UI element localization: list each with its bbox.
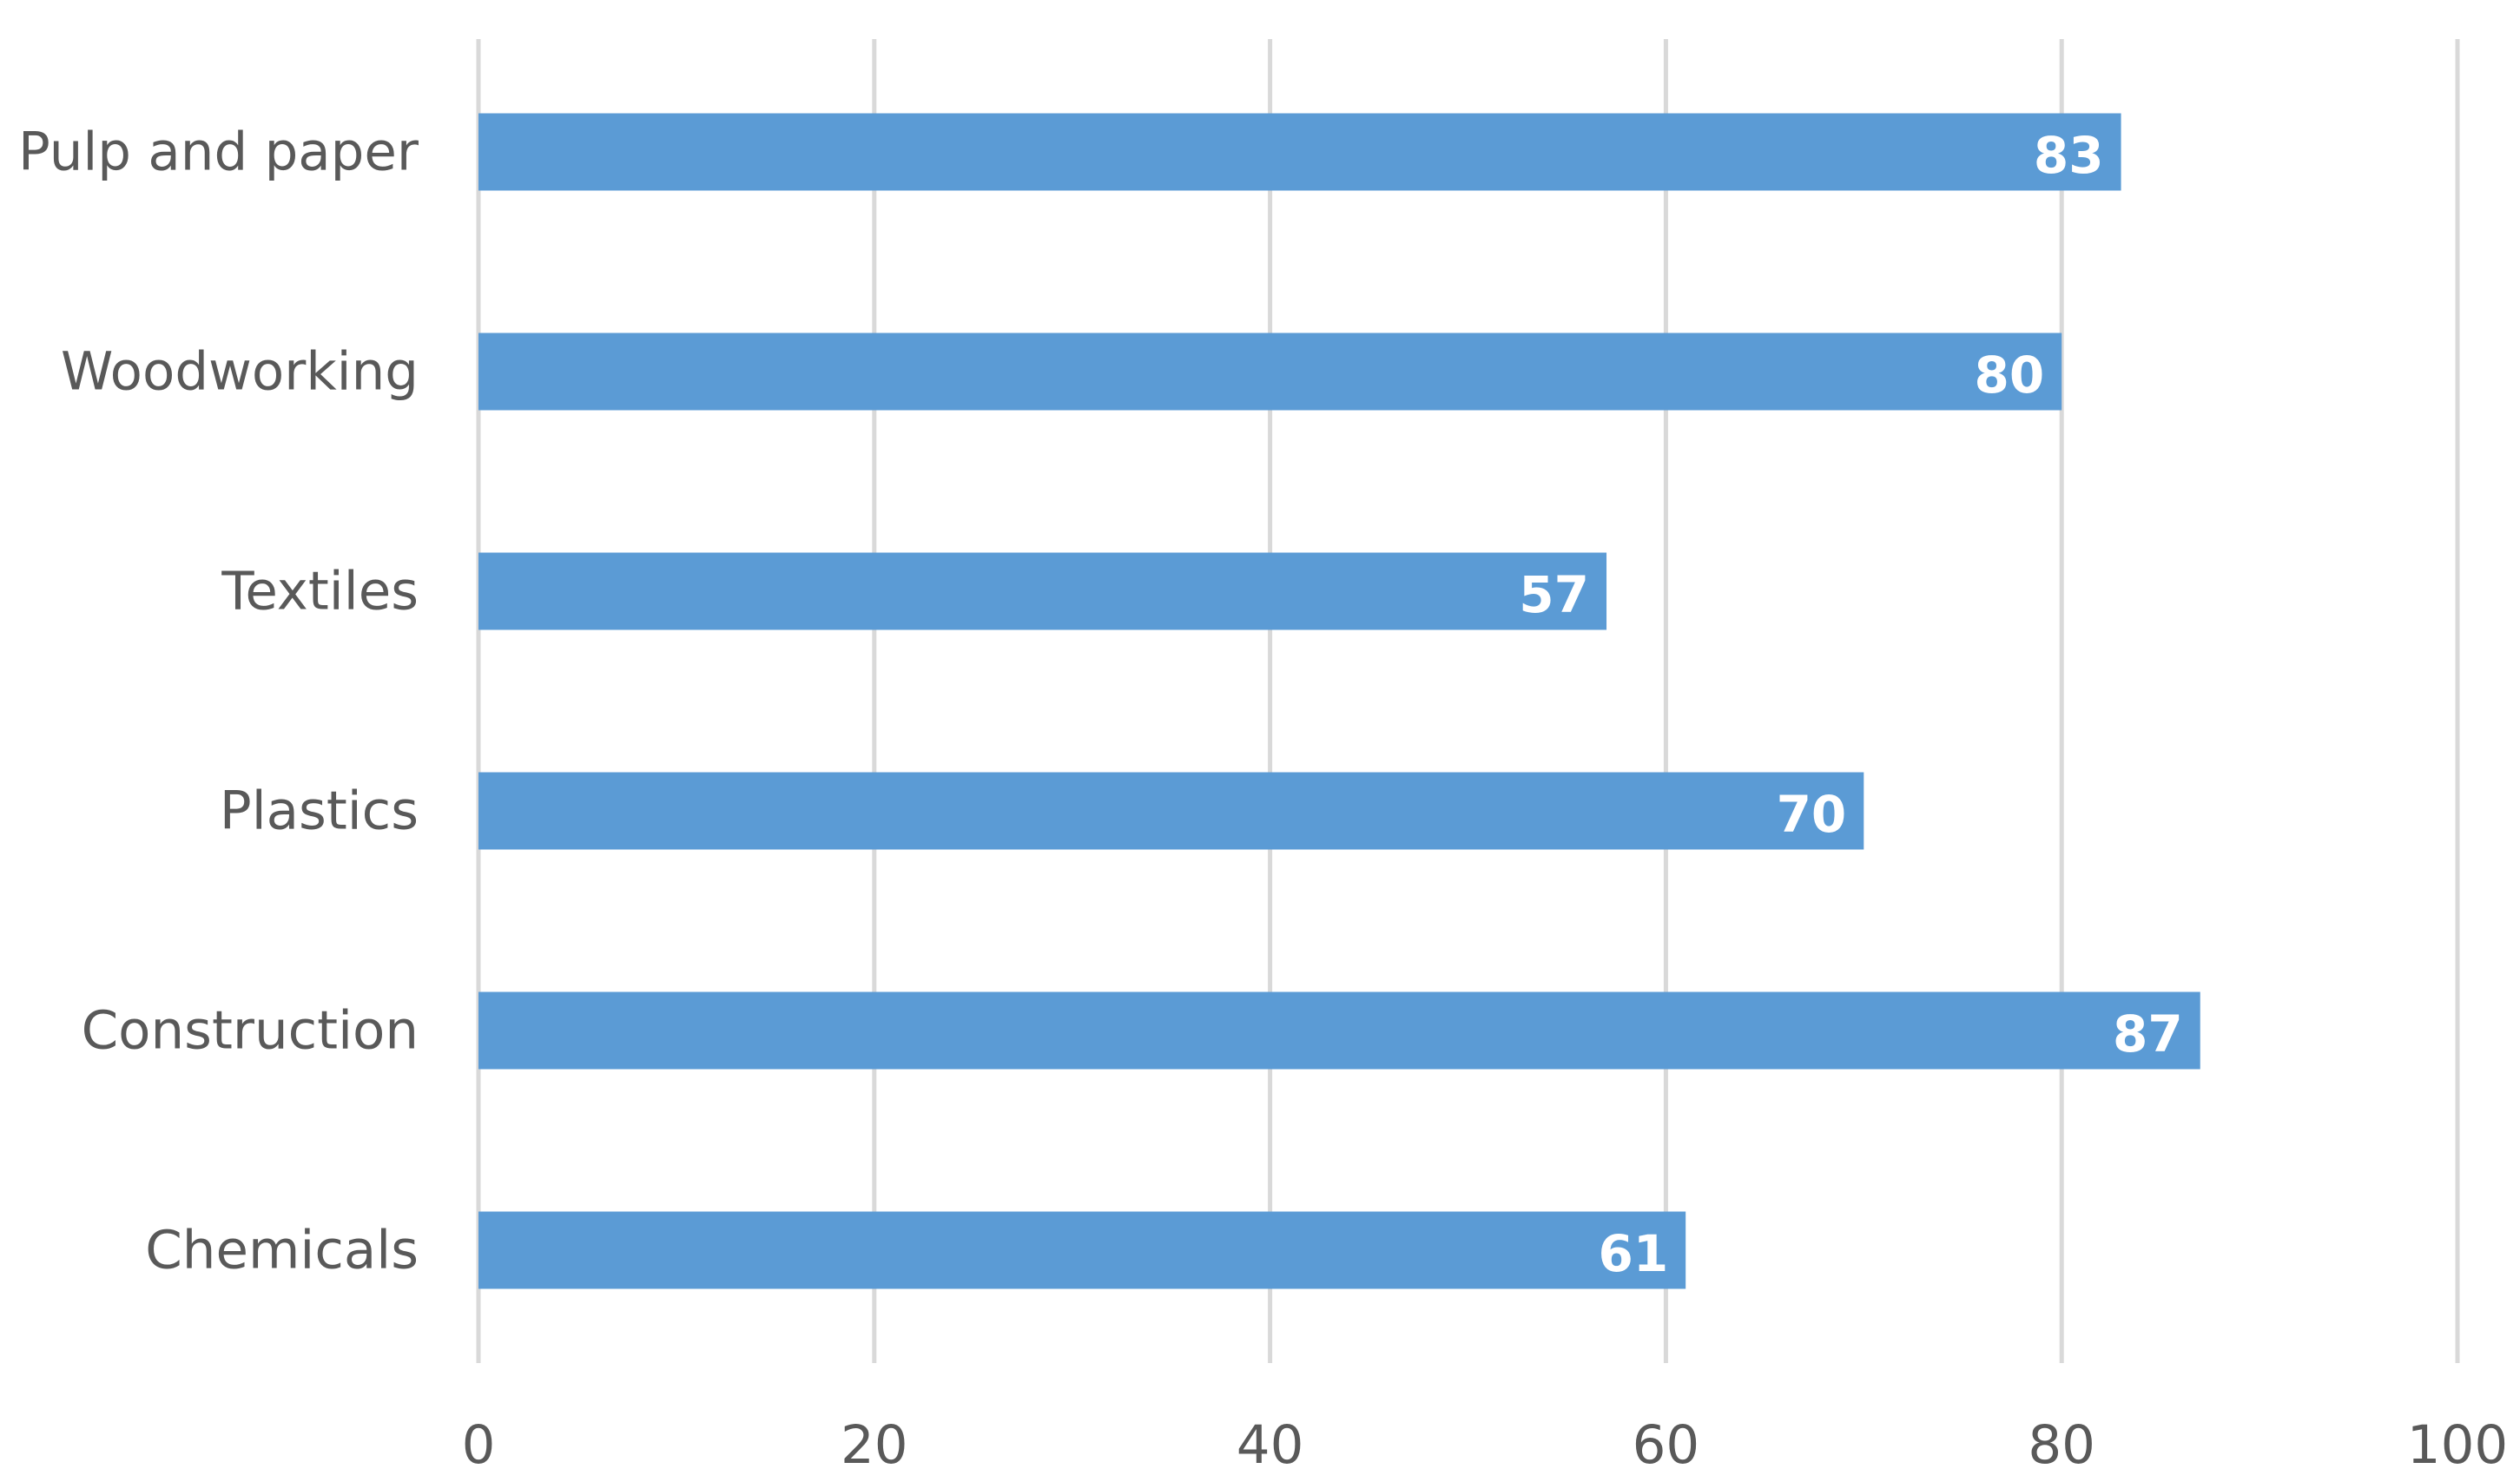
category-label: Construction (82, 1000, 419, 1062)
category-label: Plastics (220, 781, 419, 842)
bars (478, 113, 2200, 1289)
data-label: 57 (1519, 565, 1589, 624)
data-label: 87 (2113, 1004, 2183, 1064)
x-tick-label: 60 (1633, 1414, 1700, 1476)
data-label: 61 (1598, 1224, 1668, 1283)
bar (478, 333, 2062, 411)
data-label: 70 (1777, 785, 1847, 844)
category-label: Textiles (221, 561, 419, 622)
data-labels: 83 80 57 70 87 61 (1519, 126, 2182, 1283)
category-label: Chemicals (145, 1220, 419, 1281)
x-tick-label: 100 (2407, 1414, 2508, 1476)
x-tick-label: 40 (1237, 1414, 1304, 1476)
bar (478, 991, 2200, 1070)
bar (478, 1211, 1686, 1289)
data-label: 80 (1974, 346, 2044, 405)
bar (478, 113, 2121, 191)
x-tick-label: 20 (841, 1414, 908, 1476)
data-label: 83 (2034, 126, 2104, 185)
x-tick-label: 0 (462, 1414, 496, 1476)
bar (478, 772, 1864, 850)
x-tick-label: 80 (2028, 1414, 2095, 1476)
gridlines (476, 39, 2460, 1363)
category-labels: Pulp and paper Woodworking Textiles Plastic… (18, 122, 419, 1281)
x-tick-labels: 0 20 40 60 80 100 (462, 1414, 2509, 1476)
category-label: Woodworking (61, 341, 419, 403)
bar (478, 552, 1607, 630)
category-label: Pulp and paper (18, 122, 419, 183)
